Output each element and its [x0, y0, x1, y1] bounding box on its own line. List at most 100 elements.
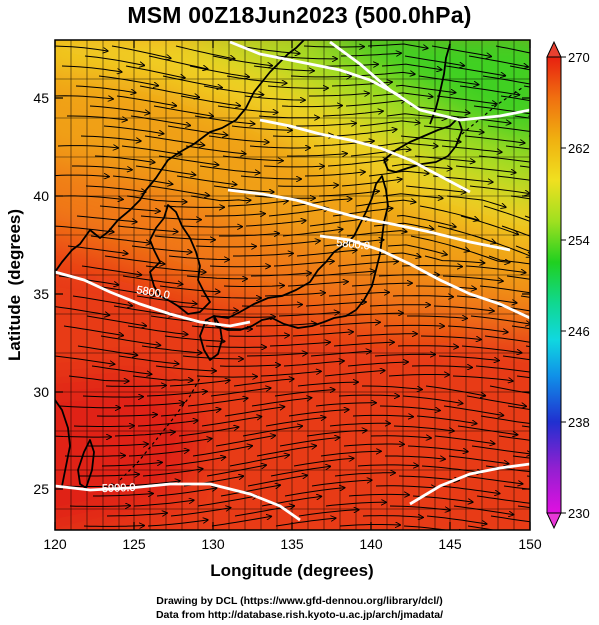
- streamline: [181, 226, 242, 227]
- streamline: [137, 421, 198, 427]
- streamline: [119, 481, 180, 487]
- streamline: [501, 225, 530, 237]
- streamline: [372, 92, 433, 97]
- streamline: [149, 185, 209, 196]
- streamline: [309, 93, 369, 96]
- x-tick-label: 140: [359, 536, 383, 552]
- streamline: [459, 85, 519, 95]
- streamline: [84, 55, 144, 65]
- streamline: [85, 185, 146, 192]
- coastlines: [55, 40, 523, 489]
- streamline: [451, 245, 510, 262]
- streamline: [362, 516, 423, 518]
- streamline: [483, 205, 530, 222]
- streamline: [396, 214, 456, 227]
- colorbar-ramp: [546, 56, 562, 514]
- streamline: [407, 445, 468, 452]
- streamline: [123, 403, 184, 407]
- streamline: [515, 245, 530, 252]
- streamline: [488, 255, 530, 265]
- streamline: [64, 456, 125, 457]
- streamline: [98, 75, 158, 86]
- streamline: [55, 45, 108, 51]
- streamline: [72, 295, 132, 306]
- streamline: [233, 379, 294, 387]
- streamline: [268, 209, 329, 217]
- streamline: [104, 255, 165, 264]
- contour-5700: [227, 188, 511, 252]
- x-tick-label: 125: [122, 536, 146, 552]
- streamline: [158, 155, 218, 165]
- streamline: [279, 438, 339, 447]
- streamline: [324, 371, 385, 377]
- coastline-kuril: [461, 87, 523, 135]
- y-tick-label: 45: [33, 90, 49, 106]
- streamline: [106, 513, 167, 517]
- streamline: [61, 65, 122, 72]
- streamline: [495, 45, 530, 54]
- contour-label: 5800.0: [336, 237, 371, 252]
- colorbar-tick-label: 246: [568, 324, 590, 339]
- streamline: [471, 445, 530, 454]
- streamline: [68, 375, 129, 381]
- x-tick-label: 130: [201, 536, 225, 552]
- streamline: [55, 225, 114, 232]
- streamline: [88, 444, 148, 446]
- streamline: [219, 365, 280, 366]
- streamline: [314, 271, 375, 277]
- credit-line-dcl: Drawing by DCL (https://www.gfd-dennou.o…: [156, 595, 443, 607]
- streamline: [510, 195, 530, 200]
- streamline: [320, 451, 381, 457]
- streamline: [55, 436, 111, 437]
- streamline: [189, 65, 249, 77]
- streamline: [441, 145, 502, 152]
- streamline: [468, 55, 528, 67]
- streamline: [434, 435, 495, 444]
- streamline: [293, 458, 354, 467]
- contour-5900-east: [409, 462, 530, 506]
- streamline: [278, 312, 339, 317]
- contour-5800-east: [319, 234, 530, 320]
- streamline: [197, 496, 257, 507]
- axis-ticks: [54, 40, 531, 530]
- streamline: [67, 115, 127, 120]
- streamline: [220, 485, 280, 497]
- streamline: [224, 407, 284, 417]
- streamline: [322, 111, 383, 117]
- colorbar-tick-label: 254: [568, 233, 590, 248]
- streamline: [290, 76, 351, 77]
- contour-5900: [55, 482, 301, 522]
- streamline: [315, 403, 376, 407]
- contour-5550: [329, 40, 530, 122]
- colorbar-min-triangle: [546, 512, 562, 530]
- streamline: [94, 155, 155, 162]
- coastline-korea: [149, 204, 211, 315]
- streamline: [113, 305, 173, 315]
- streamline: [329, 423, 390, 427]
- contour-labels: 5800.0 5800.0 5900.0: [102, 237, 371, 495]
- streamline: [383, 325, 444, 326]
- streamline: [505, 145, 530, 150]
- streamline: [126, 195, 187, 202]
- streamline: [354, 72, 415, 76]
- streamline: [337, 262, 398, 267]
- contour-5650: [259, 118, 471, 194]
- streamline: [450, 115, 511, 123]
- colorbar-tick-label: 262: [568, 141, 590, 156]
- streamline: [73, 426, 134, 427]
- streamline: [79, 474, 139, 476]
- streamline: [464, 135, 525, 143]
- streamline: [192, 446, 252, 457]
- streamline: [67, 245, 128, 254]
- streamline: [398, 475, 459, 480]
- streamline: [385, 455, 445, 459]
- streamline: [462, 475, 523, 484]
- streamline: [461, 345, 522, 353]
- streamline: [500, 95, 530, 102]
- streamline: [264, 293, 325, 297]
- streamline: [187, 398, 248, 407]
- streamline: [303, 46, 364, 47]
- streamline: [431, 45, 491, 57]
- streamline: [484, 335, 530, 343]
- streamline: [516, 375, 530, 379]
